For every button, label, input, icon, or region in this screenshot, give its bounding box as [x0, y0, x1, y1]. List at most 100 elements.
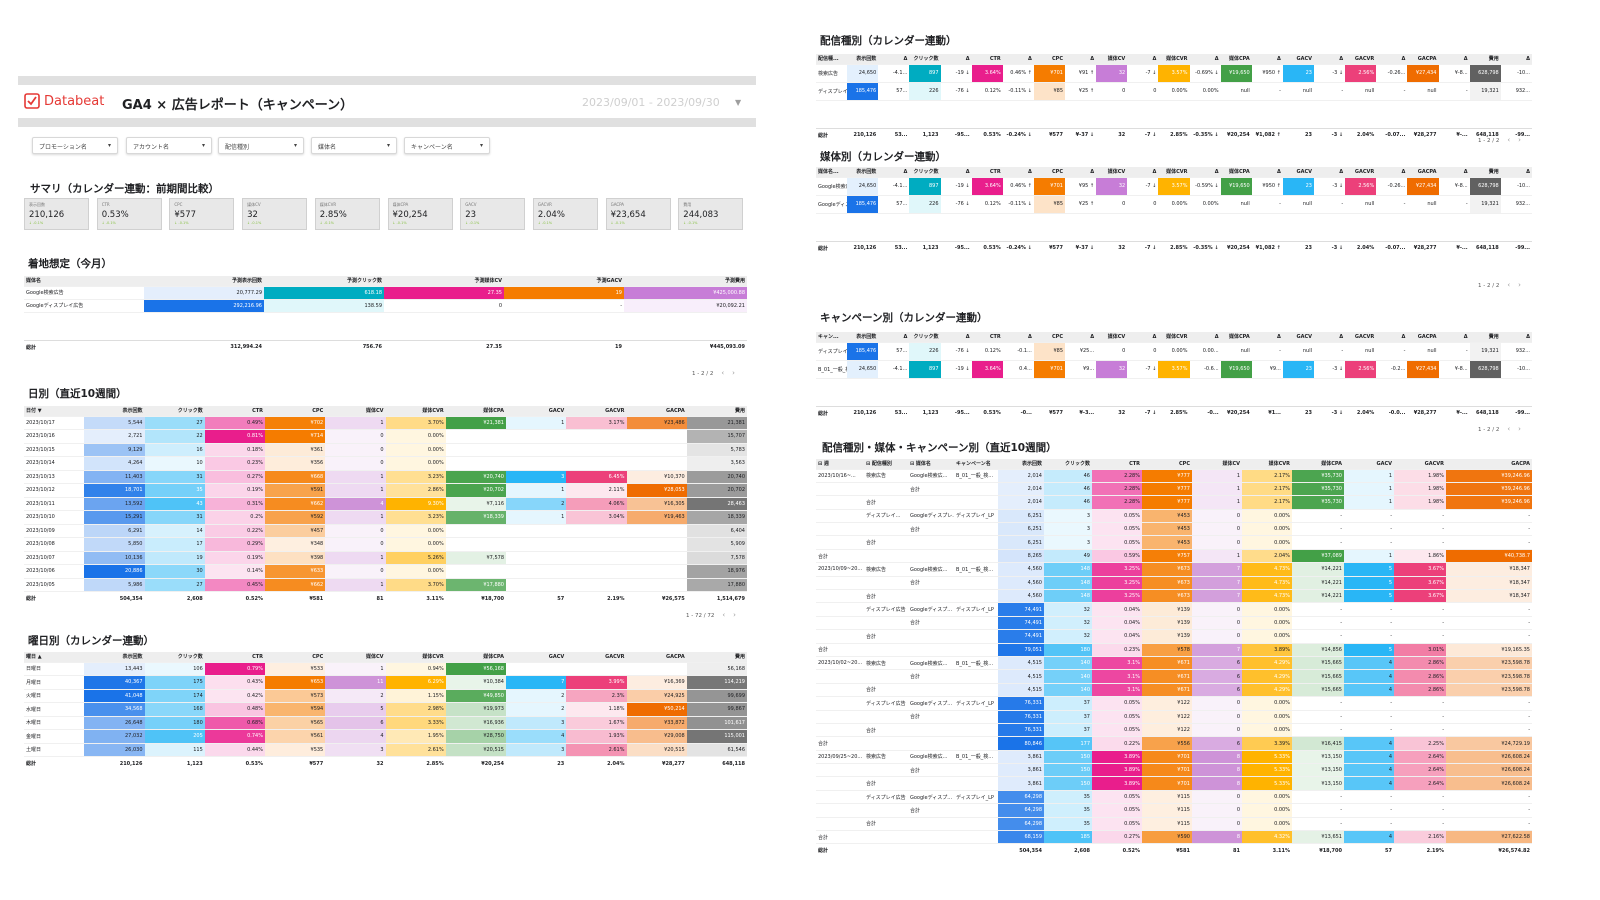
campaign-col-header[interactable]: CPC — [1033, 332, 1065, 343]
campaign-col-header[interactable]: Δ — [1189, 332, 1221, 343]
delivery-col-header[interactable]: CTR — [971, 54, 1003, 65]
weekday-col-header[interactable]: CTR — [204, 652, 265, 663]
daily-col-header[interactable]: クリック数 — [144, 406, 205, 417]
campaign-col-header[interactable]: Δ — [1438, 332, 1470, 343]
weekday-col-header[interactable]: GACVR — [566, 652, 627, 663]
campaign-pager[interactable]: 1 - 2 / 2 ‹ › — [1478, 425, 1521, 433]
campaign-col-header[interactable]: クリック数 — [909, 332, 941, 343]
weekday-col-header[interactable]: CPC — [265, 652, 326, 663]
daily-col-header[interactable]: GACVR — [566, 406, 627, 417]
delivery-col-header[interactable]: Δ — [1438, 54, 1470, 65]
next-page-icon[interactable]: › — [1518, 281, 1521, 289]
weekly-col-header[interactable]: GACPA — [1446, 459, 1532, 470]
media-col-header[interactable]: Δ — [1065, 167, 1097, 178]
campaign-col-header[interactable]: Δ — [1251, 332, 1283, 343]
weekday-col-header[interactable]: GACV — [506, 652, 567, 663]
delivery-col-header[interactable]: GACVR — [1345, 54, 1377, 65]
campaign-col-header[interactable]: Δ — [1314, 332, 1346, 343]
filter-dropdown[interactable]: プロモーション名 ▾ — [32, 137, 118, 154]
delivery-col-header[interactable]: Δ — [1127, 54, 1159, 65]
delivery-col-header[interactable]: Δ — [1500, 54, 1532, 65]
weekly-col-header[interactable]: CPC — [1142, 459, 1192, 470]
next-page-icon[interactable]: › — [1518, 425, 1521, 433]
landing-col-header[interactable]: 予測GACV — [504, 276, 624, 287]
campaign-col-header[interactable]: GACV — [1282, 332, 1314, 343]
weekday-col-header[interactable]: 媒体CVR — [385, 652, 446, 663]
delivery-col-header[interactable]: CPC — [1033, 54, 1065, 65]
weekly-col-header[interactable]: クリック数 — [1044, 459, 1092, 470]
campaign-col-header[interactable]: 媒体CPA — [1220, 332, 1252, 343]
landing-col-header[interactable]: 予測費用 — [624, 276, 747, 287]
filter-dropdown[interactable]: 媒体名 ▾ — [311, 137, 397, 154]
weekly-col-header[interactable]: ⊟ 週 — [816, 459, 864, 470]
filter-dropdown[interactable]: キャンペーン名 ▾ — [404, 137, 490, 154]
weekly-col-header[interactable]: 媒体CV — [1192, 459, 1242, 470]
media-col-header[interactable]: CPC — [1033, 167, 1065, 178]
prev-page-icon[interactable]: ‹ — [1507, 425, 1511, 433]
weekday-col-header[interactable]: 媒体CV — [325, 652, 386, 663]
delivery-col-header[interactable]: 配信種... — [816, 54, 848, 65]
next-page-icon[interactable]: › — [732, 369, 735, 377]
next-page-icon[interactable]: › — [1518, 136, 1521, 144]
campaign-col-header[interactable]: Δ — [1376, 332, 1408, 343]
daily-col-header[interactable]: GACPA — [626, 406, 687, 417]
weekday-col-header[interactable]: 媒体CPA — [445, 652, 506, 663]
delivery-col-header[interactable]: Δ — [1189, 54, 1221, 65]
media-col-header[interactable]: CTR — [971, 167, 1003, 178]
weekly-col-header[interactable]: ⊟ 媒体名 — [908, 459, 954, 470]
delivery-col-header[interactable]: Δ — [940, 54, 972, 65]
campaign-col-header[interactable]: Δ — [1127, 332, 1159, 343]
media-col-header[interactable]: Δ — [1376, 167, 1408, 178]
media-col-header[interactable]: Δ — [940, 167, 972, 178]
weekly-col-header[interactable]: CTR — [1092, 459, 1142, 470]
landing-col-header[interactable]: 予測表示回数 — [144, 276, 264, 287]
delivery-col-header[interactable]: 媒体CV — [1096, 54, 1128, 65]
delivery-col-header[interactable]: 費用 — [1469, 54, 1501, 65]
campaign-col-header[interactable]: 媒体CV — [1096, 332, 1128, 343]
media-col-header[interactable]: 媒体CPA — [1220, 167, 1252, 178]
landing-col-header[interactable]: 予測媒体CV — [384, 276, 504, 287]
daily-col-header[interactable]: CTR — [204, 406, 265, 417]
delivery-col-header[interactable]: GACV — [1282, 54, 1314, 65]
daily-col-header[interactable]: 媒体CPA — [445, 406, 506, 417]
weekday-col-header[interactable]: クリック数 — [144, 652, 205, 663]
campaign-col-header[interactable]: 媒体CVR — [1158, 332, 1190, 343]
weekly-col-header[interactable]: GACV — [1344, 459, 1394, 470]
campaign-col-header[interactable]: Δ — [878, 332, 910, 343]
filter-dropdown[interactable]: アカウント名 ▾ — [126, 137, 212, 154]
media-col-header[interactable]: Δ — [1438, 167, 1470, 178]
weekday-col-header[interactable]: 費用 — [686, 652, 747, 663]
delivery-col-header[interactable]: Δ — [1065, 54, 1097, 65]
landing-col-header[interactable]: 媒体名 — [24, 276, 144, 287]
weekday-col-header[interactable]: 表示回数 — [84, 652, 145, 663]
delivery-col-header[interactable]: Δ — [878, 54, 910, 65]
weekday-col-header[interactable]: GACPA — [626, 652, 687, 663]
media-col-header[interactable]: 媒体CVR — [1158, 167, 1190, 178]
landing-col-header[interactable]: 予測クリック数 — [264, 276, 384, 287]
campaign-col-header[interactable]: CTR — [971, 332, 1003, 343]
media-col-header[interactable]: Δ — [1314, 167, 1346, 178]
campaign-col-header[interactable]: Δ — [1002, 332, 1034, 343]
media-col-header[interactable]: GACPA — [1407, 167, 1439, 178]
delivery-pager[interactable]: 1 - 2 / 2 ‹ › — [1478, 136, 1521, 144]
delivery-col-header[interactable]: Δ — [1314, 54, 1346, 65]
weekly-col-header[interactable]: GACVR — [1394, 459, 1446, 470]
date-range-dropdown-icon[interactable]: ▼ — [735, 98, 742, 107]
media-col-header[interactable]: GACV — [1282, 167, 1314, 178]
daily-col-header[interactable]: 費用 — [686, 406, 747, 417]
daily-col-header[interactable]: 日付 ▼ — [24, 406, 85, 417]
delivery-col-header[interactable]: GACPA — [1407, 54, 1439, 65]
media-col-header[interactable]: Δ — [1251, 167, 1283, 178]
media-col-header[interactable]: Δ — [1002, 167, 1034, 178]
daily-pager[interactable]: 1 - 72 / 72 ‹ › — [686, 611, 736, 619]
media-col-header[interactable]: 表示回数 — [847, 167, 879, 178]
filter-dropdown[interactable]: 配信種別 ▾ — [218, 137, 304, 154]
media-col-header[interactable]: Δ — [878, 167, 910, 178]
daily-col-header[interactable]: 媒体CVR — [385, 406, 446, 417]
campaign-col-header[interactable]: Δ — [1500, 332, 1532, 343]
media-col-header[interactable]: GACVR — [1345, 167, 1377, 178]
campaign-col-header[interactable]: 費用 — [1469, 332, 1501, 343]
campaign-col-header[interactable]: キャン... — [816, 332, 848, 343]
delivery-col-header[interactable]: 媒体CPA — [1220, 54, 1252, 65]
prev-page-icon[interactable]: ‹ — [721, 369, 725, 377]
